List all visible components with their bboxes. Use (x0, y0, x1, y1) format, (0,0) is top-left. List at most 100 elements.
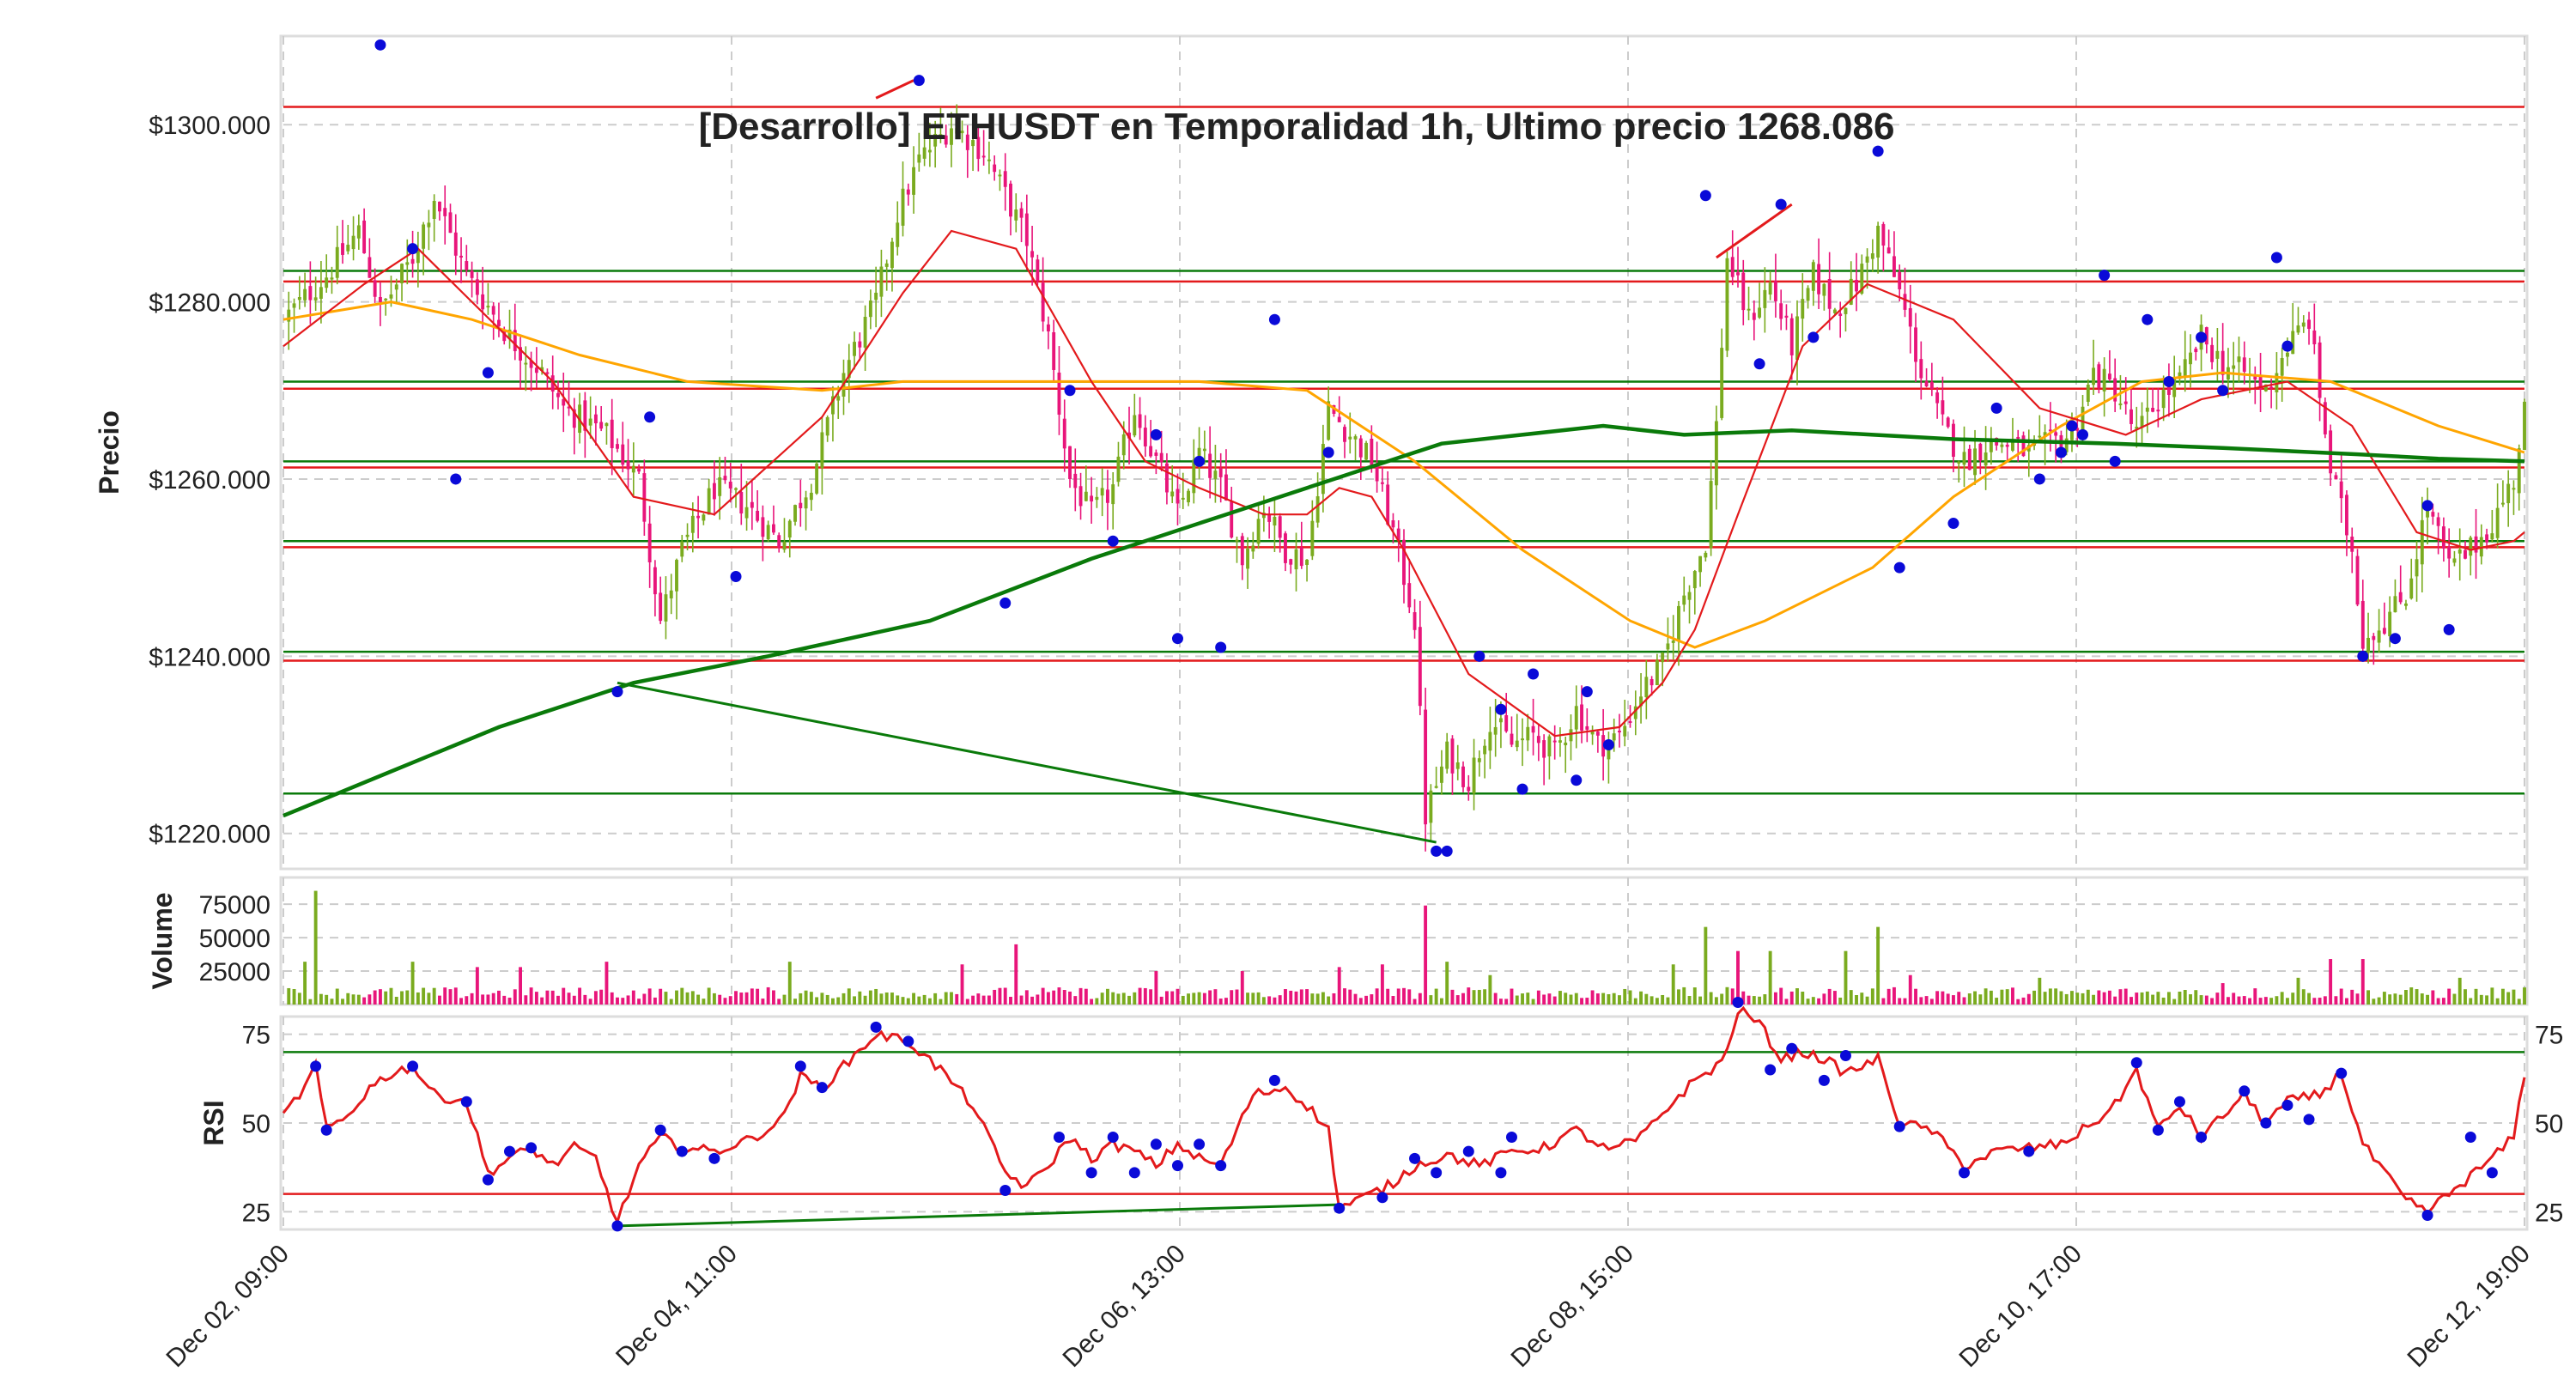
candle-body (1024, 213, 1029, 246)
volume-bar (2215, 993, 2220, 1005)
volume-bar (507, 998, 512, 1005)
candle-body (815, 463, 819, 494)
candle-body (2210, 344, 2215, 362)
x-tick-label: Dec 02, 09:00 (161, 1240, 295, 1373)
candle-body (917, 154, 921, 163)
volume-bar (2054, 988, 2058, 1005)
volume-bar (1515, 995, 1519, 1005)
volume-bar (292, 988, 296, 1005)
candle-body (1941, 400, 1945, 415)
candle-body (2215, 350, 2220, 359)
volume-bar (647, 988, 652, 1005)
candle-body (1849, 278, 1853, 305)
candle-body (1327, 401, 1331, 440)
volume-bar (1763, 994, 1767, 1005)
price-pivot-point (1872, 145, 1884, 157)
candle-body (1704, 552, 1708, 558)
candle-body (1784, 315, 1789, 318)
volume-bar (1009, 997, 1012, 1005)
volume-bar (2156, 992, 2160, 1005)
volume-bar (1628, 990, 1632, 1005)
candle-body (2355, 555, 2360, 605)
volume-bar (1348, 989, 1352, 1005)
volume-bar (2151, 994, 2155, 1005)
volume-bar (1855, 995, 1858, 1005)
candle-body (696, 515, 701, 519)
volume-bar (1692, 987, 1697, 1005)
rsi-pivot-point (1334, 1202, 1346, 1214)
candle-body (1935, 392, 1940, 404)
volume-bar (1552, 996, 1557, 1005)
candle-body (1218, 468, 1223, 477)
volume-bar (2512, 989, 2516, 1005)
volume-bar (1030, 996, 1035, 1005)
volume-bar (486, 994, 490, 1005)
candle-body (664, 594, 668, 622)
candle-body (836, 396, 841, 401)
candle-body (1273, 517, 1277, 526)
candle-body (1455, 762, 1460, 769)
candle-body (1542, 740, 1546, 758)
volume-bar (1315, 993, 1320, 1005)
volume-bar (2016, 999, 2020, 1005)
candle-body (2452, 558, 2457, 563)
rsi-pivot-point (1409, 1152, 1421, 1164)
price-pivot-point (1431, 845, 1443, 857)
price-pivot-point (2055, 446, 2067, 458)
candle-body (1747, 308, 1751, 311)
volume-bar (502, 995, 507, 1005)
volume-bar (1187, 993, 1190, 1005)
volume-bar (1521, 993, 1524, 1005)
candle-body (303, 288, 307, 300)
rsi-pivot-point (902, 1035, 914, 1047)
candle-body (847, 360, 851, 379)
volume-bar (1714, 997, 1718, 1005)
candle-body (756, 510, 760, 521)
candle-body (1224, 474, 1228, 501)
candle-body (2054, 432, 2058, 436)
volume-bar (2479, 994, 2483, 1005)
candle-body (2339, 481, 2343, 499)
candle-body (626, 460, 630, 470)
candle-body (993, 164, 997, 173)
volume-bar (2500, 988, 2505, 1005)
candle-body (787, 520, 792, 538)
candle-body (1240, 536, 1244, 566)
volume-bar (346, 993, 350, 1005)
candle-body (2172, 378, 2177, 398)
volume-bar (874, 988, 878, 1005)
volume-bar (965, 999, 969, 1005)
candle-body (1730, 257, 1735, 277)
candle-body (933, 133, 938, 147)
candle-body (319, 287, 323, 299)
volume-bar (1978, 994, 1983, 1005)
candle-body (1084, 491, 1088, 501)
candle-body (297, 297, 301, 300)
candle-body (524, 362, 528, 365)
candle-body (1886, 247, 1891, 254)
volume-bar (1391, 996, 1395, 1005)
candle-body (2301, 322, 2306, 327)
volume-bar (853, 996, 856, 1005)
candle-body (2372, 635, 2376, 640)
volume-bar (2372, 999, 2376, 1005)
candle-body (1267, 514, 1272, 522)
rsi-pivot-point (407, 1060, 419, 1072)
candle-body (987, 159, 991, 161)
volume-bar (1564, 993, 1568, 1005)
volume-bar (2038, 977, 2042, 1005)
volume-bar (2032, 990, 2037, 1005)
volume-bar (481, 994, 485, 1005)
volume-bar (2269, 998, 2274, 1005)
candle-body (1493, 726, 1498, 735)
volume-bar (777, 999, 781, 1005)
volume-bar (1353, 993, 1358, 1005)
volume-bar (2280, 992, 2284, 1005)
candle-body (583, 400, 587, 431)
volume-bar (1062, 990, 1066, 1005)
volume-bar (1202, 993, 1206, 1005)
volume-bar (1218, 999, 1223, 1005)
candle-body (1978, 443, 1983, 461)
candle-body (1380, 482, 1384, 484)
volume-bar (1967, 993, 1971, 1005)
